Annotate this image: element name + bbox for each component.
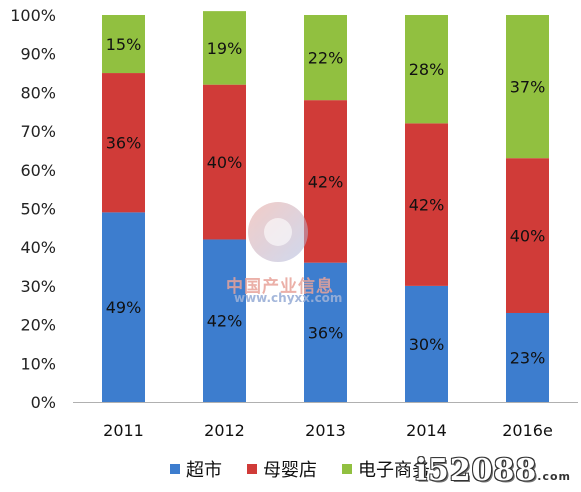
x-tick-label: 2016e	[502, 421, 553, 440]
y-tick-label: 10%	[20, 354, 56, 373]
data-label: 40%	[510, 227, 546, 246]
data-label: 40%	[207, 153, 243, 172]
bar-segment	[506, 158, 549, 313]
x-tick-label: 2014	[406, 421, 447, 440]
data-label: 42%	[207, 312, 243, 331]
watermark-url: www.chyxx.com	[234, 291, 343, 305]
bar-segment	[102, 15, 145, 74]
bar-segment	[304, 15, 347, 101]
x-tick-label: 2011	[103, 421, 144, 440]
y-tick-label: 40%	[20, 238, 56, 257]
data-label: 15%	[106, 35, 142, 54]
y-tick-label: 90%	[20, 45, 56, 64]
data-label: 37%	[510, 78, 546, 97]
corner-logo-suffix: .com	[537, 470, 571, 483]
y-tick-label: 0%	[31, 393, 56, 412]
data-label: 22%	[308, 49, 344, 68]
y-tick-label: 50%	[20, 200, 56, 219]
corner-logo-text: i52088	[415, 453, 538, 488]
bar-segment	[506, 15, 549, 159]
watermark-logo	[248, 202, 308, 262]
x-tick-label: 2013	[305, 421, 346, 440]
bar-segment	[405, 15, 448, 124]
legend-swatch	[170, 464, 180, 474]
bar-segment	[102, 212, 145, 402]
bar-segment	[203, 84, 246, 240]
data-label: 23%	[510, 348, 546, 367]
y-tick-label: 30%	[20, 277, 56, 296]
bar-segment	[203, 239, 246, 402]
data-label: 42%	[409, 196, 445, 215]
bar-segment	[405, 123, 448, 286]
data-label: 28%	[409, 60, 445, 79]
y-tick-label: 60%	[20, 161, 56, 180]
data-label: 36%	[106, 134, 142, 153]
data-label: 19%	[207, 39, 243, 58]
bar-segment	[203, 11, 246, 85]
x-tick-label: 2012	[204, 421, 245, 440]
legend-swatch	[247, 464, 257, 474]
legend-label: 电子商务	[358, 460, 430, 481]
bar-segment	[506, 312, 549, 402]
legend-swatch	[342, 464, 352, 474]
y-tick-label: 100%	[10, 6, 56, 25]
data-label: 30%	[409, 335, 445, 354]
corner-site-logo: i52088.com	[416, 453, 572, 488]
data-label: 42%	[308, 172, 344, 191]
y-tick-label: 70%	[20, 122, 56, 141]
bar-segment	[304, 100, 347, 263]
data-label: 36%	[308, 323, 344, 342]
watermark-chinese: 中国产业信息	[226, 277, 334, 297]
bar-segment	[304, 262, 347, 402]
y-tick-label: 80%	[20, 83, 56, 102]
legend-label: 超市	[186, 460, 222, 481]
bar-segment	[102, 73, 145, 213]
legend-label: 母婴店	[263, 460, 317, 481]
data-label: 49%	[106, 298, 142, 317]
bar-segment	[405, 285, 448, 402]
y-tick-label: 20%	[20, 316, 56, 335]
